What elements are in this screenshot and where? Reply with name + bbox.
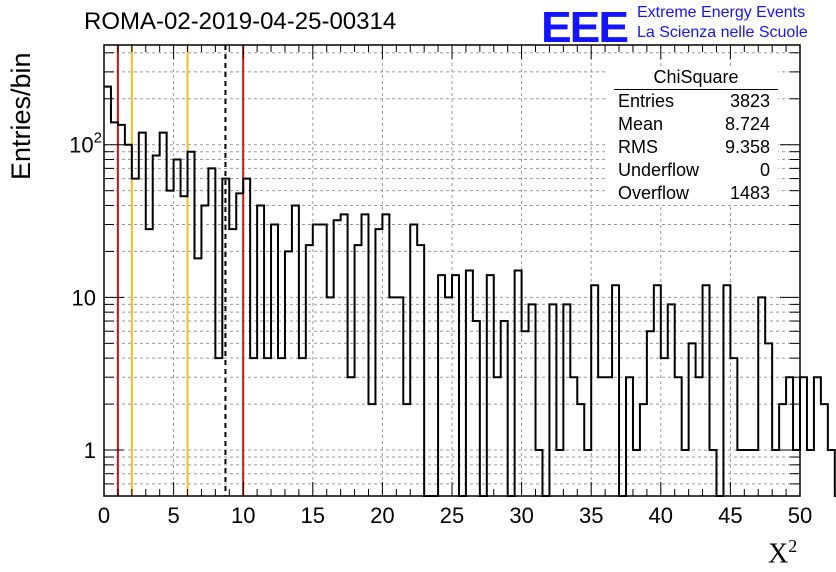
x-tick-label: 45 bbox=[718, 503, 742, 528]
y-axis-label: Entries/bin bbox=[6, 52, 36, 180]
x-tick-label: 0 bbox=[98, 503, 110, 528]
stats-label: Overflow bbox=[618, 183, 690, 203]
stats-row-mean: Mean 8.724 bbox=[608, 113, 778, 136]
logo-line-2: La Scienza nelle Scuole bbox=[637, 24, 808, 41]
stats-title: ChiSquare bbox=[614, 67, 778, 90]
y-tick-label: 102 bbox=[69, 130, 102, 158]
histogram-step-line bbox=[104, 85, 836, 497]
x-tick-label: 30 bbox=[509, 503, 533, 528]
stats-label: Mean bbox=[618, 114, 664, 134]
stats-value: 9.358 bbox=[724, 137, 770, 157]
eee-logo: EEE bbox=[541, 2, 629, 52]
axis-ticks: 0 5 10 15 20 25 30 35 40 45 50 1 10 102 bbox=[69, 45, 812, 528]
stats-label: Entries bbox=[618, 91, 675, 111]
x-tick-label: 10 bbox=[231, 503, 255, 528]
reference-lines bbox=[116, 45, 245, 496]
stats-box: ChiSquare Entries 3823 Mean 8.724 RMS 9.358… bbox=[608, 67, 778, 205]
y-tick-label: 10 bbox=[72, 285, 96, 310]
x-axis-label-sup: 2 bbox=[788, 536, 798, 556]
stats-value: 8.724 bbox=[724, 114, 770, 134]
x-tick-label: 15 bbox=[301, 503, 325, 528]
x-tick-label: 20 bbox=[370, 503, 394, 528]
stats-row-rms: RMS 9.358 bbox=[608, 136, 778, 159]
x-axis-label-base: X bbox=[768, 538, 789, 570]
stats-row-overflow: Overflow 1483 bbox=[608, 182, 778, 205]
stats-value: 3823 bbox=[729, 91, 770, 111]
x-tick-label: 5 bbox=[167, 503, 179, 528]
stats-row-underflow: Underflow 0 bbox=[608, 159, 778, 182]
x-tick-label: 25 bbox=[440, 503, 464, 528]
stats-value: 1483 bbox=[729, 183, 770, 203]
x-tick-label: 35 bbox=[579, 503, 603, 528]
logo-line-1: Extreme Energy Events bbox=[637, 4, 806, 21]
run-title: ROMA-02-2019-04-25-00314 bbox=[84, 8, 397, 35]
x-axis-label: X2 bbox=[768, 536, 797, 570]
x-tick-label: 50 bbox=[788, 503, 812, 528]
grid-lines bbox=[104, 45, 800, 496]
stats-label: RMS bbox=[618, 137, 658, 157]
stats-row-entries: Entries 3823 bbox=[608, 90, 778, 113]
histogram-series bbox=[104, 85, 836, 497]
stats-label: Underflow bbox=[618, 160, 700, 180]
x-tick-label: 40 bbox=[649, 503, 673, 528]
stats-value: 0 bbox=[759, 160, 770, 180]
y-tick-label: 1 bbox=[84, 438, 96, 463]
